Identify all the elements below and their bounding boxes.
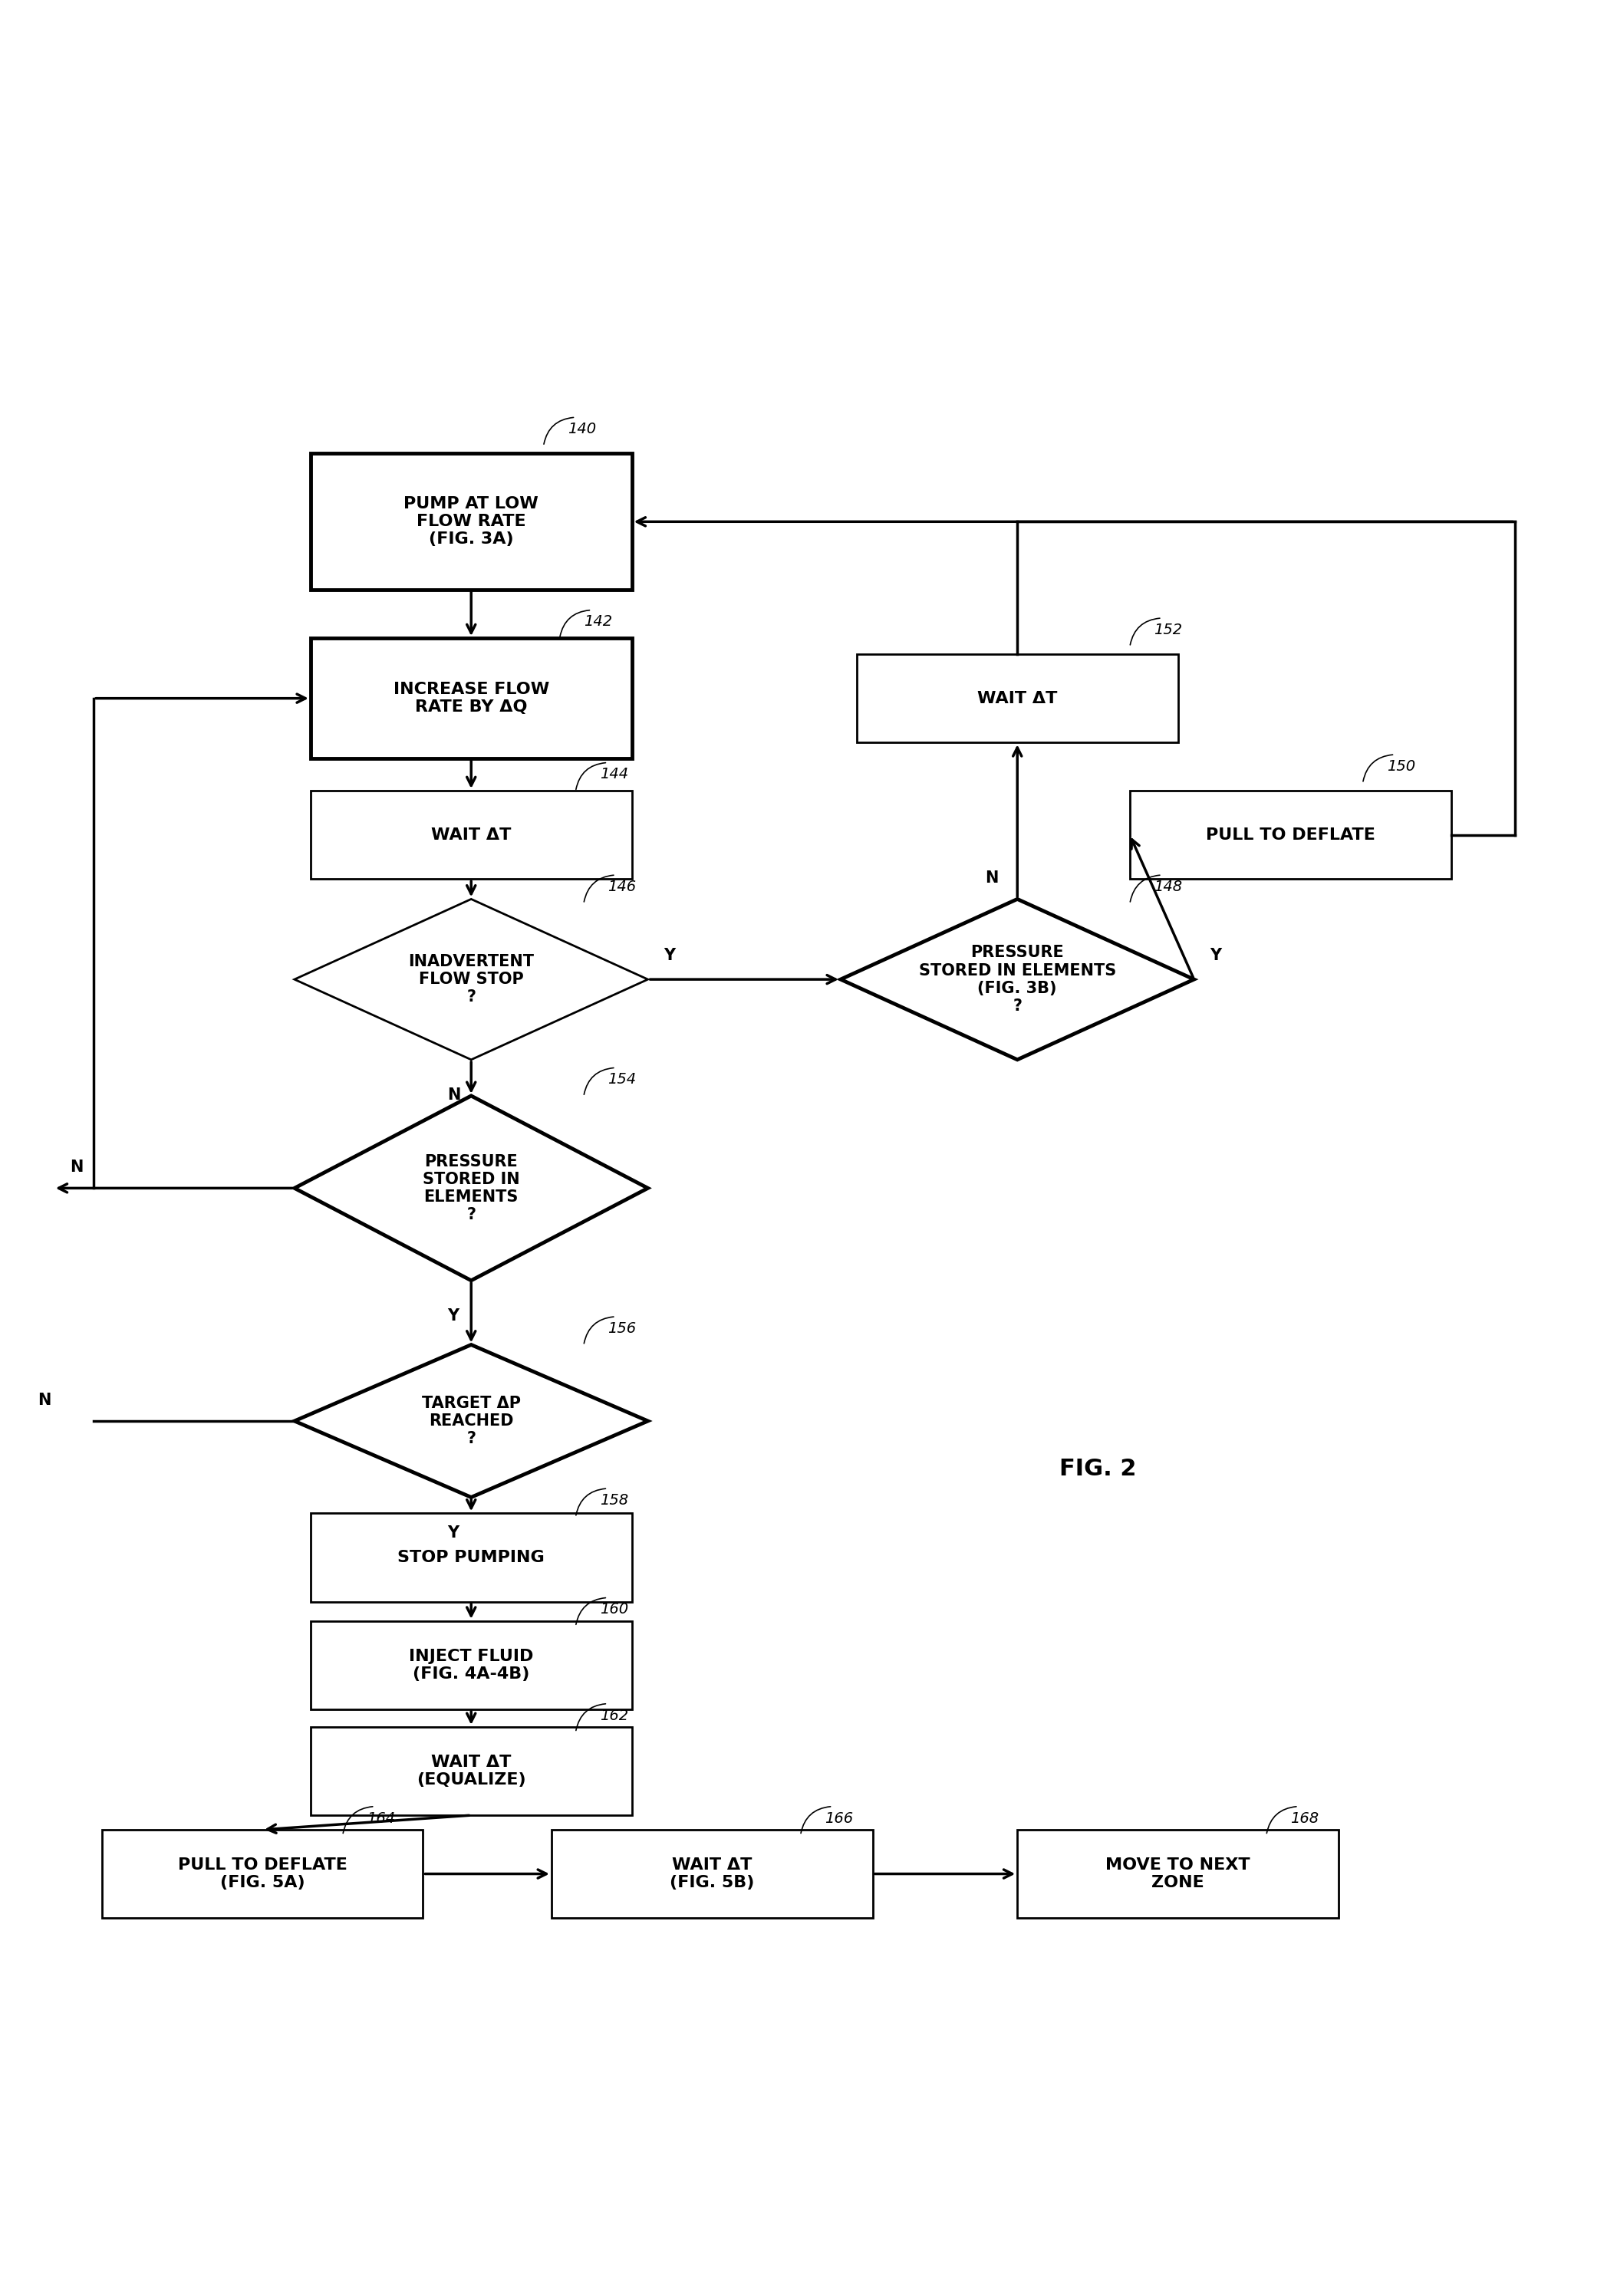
Text: 142: 142 — [584, 615, 613, 629]
Text: WAIT ΔT: WAIT ΔT — [432, 827, 511, 843]
Text: Y: Y — [446, 1525, 459, 1541]
Text: 162: 162 — [600, 1708, 627, 1722]
Text: 154: 154 — [608, 1072, 635, 1086]
Text: WAIT ΔT
(EQUALIZE): WAIT ΔT (EQUALIZE) — [417, 1754, 526, 1789]
Text: N: N — [70, 1159, 82, 1176]
Text: PUMP AT LOW
FLOW RATE
(FIG. 3A): PUMP AT LOW FLOW RATE (FIG. 3A) — [404, 496, 538, 546]
Text: N: N — [985, 870, 999, 886]
Text: 158: 158 — [600, 1492, 627, 1508]
Text: 144: 144 — [600, 767, 627, 781]
Text: INADVERTENT
FLOW STOP
?: INADVERTENT FLOW STOP ? — [407, 953, 534, 1006]
FancyBboxPatch shape — [310, 638, 632, 758]
Text: PULL TO DEFLATE
(FIG. 5A): PULL TO DEFLATE (FIG. 5A) — [178, 1857, 348, 1890]
Text: FIG. 2: FIG. 2 — [1059, 1458, 1137, 1481]
Text: INJECT FLUID
(FIG. 4A-4B): INJECT FLUID (FIG. 4A-4B) — [409, 1649, 534, 1681]
Text: 140: 140 — [568, 422, 597, 436]
Text: MOVE TO NEXT
ZONE: MOVE TO NEXT ZONE — [1106, 1857, 1250, 1890]
Polygon shape — [294, 1095, 648, 1281]
FancyBboxPatch shape — [310, 790, 632, 879]
FancyBboxPatch shape — [551, 1830, 873, 1917]
FancyBboxPatch shape — [1130, 790, 1450, 879]
Text: 164: 164 — [367, 1812, 395, 1825]
Text: PRESSURE
STORED IN
ELEMENTS
?: PRESSURE STORED IN ELEMENTS ? — [422, 1155, 519, 1221]
Text: TARGET ΔP
REACHED
?: TARGET ΔP REACHED ? — [422, 1396, 521, 1446]
FancyBboxPatch shape — [310, 1621, 632, 1708]
Polygon shape — [294, 900, 648, 1061]
FancyBboxPatch shape — [102, 1830, 424, 1917]
Text: STOP PUMPING: STOP PUMPING — [398, 1550, 545, 1566]
Text: 166: 166 — [825, 1812, 854, 1825]
Text: 168: 168 — [1290, 1812, 1319, 1825]
Text: Y: Y — [1210, 948, 1222, 964]
Text: Y: Y — [665, 948, 676, 964]
Text: 156: 156 — [608, 1320, 635, 1336]
FancyBboxPatch shape — [310, 1513, 632, 1603]
Text: 146: 146 — [608, 879, 635, 893]
Polygon shape — [294, 1345, 648, 1497]
Text: N: N — [37, 1394, 50, 1407]
Text: WAIT ΔT: WAIT ΔT — [977, 691, 1058, 705]
Text: 150: 150 — [1387, 760, 1415, 774]
Text: Y: Y — [446, 1309, 459, 1325]
FancyBboxPatch shape — [310, 1727, 632, 1816]
Text: 152: 152 — [1155, 622, 1182, 638]
Polygon shape — [841, 900, 1193, 1061]
FancyBboxPatch shape — [310, 452, 632, 590]
Text: INCREASE FLOW
RATE BY ΔQ: INCREASE FLOW RATE BY ΔQ — [393, 682, 550, 714]
Text: WAIT ΔT
(FIG. 5B): WAIT ΔT (FIG. 5B) — [669, 1857, 755, 1890]
Text: 148: 148 — [1155, 879, 1182, 893]
Text: N: N — [446, 1088, 461, 1102]
Text: PULL TO DEFLATE: PULL TO DEFLATE — [1206, 827, 1374, 843]
Text: PRESSURE
STORED IN ELEMENTS
(FIG. 3B)
?: PRESSURE STORED IN ELEMENTS (FIG. 3B) ? — [918, 946, 1116, 1015]
FancyBboxPatch shape — [1017, 1830, 1339, 1917]
Text: 160: 160 — [600, 1603, 627, 1616]
FancyBboxPatch shape — [857, 654, 1177, 742]
